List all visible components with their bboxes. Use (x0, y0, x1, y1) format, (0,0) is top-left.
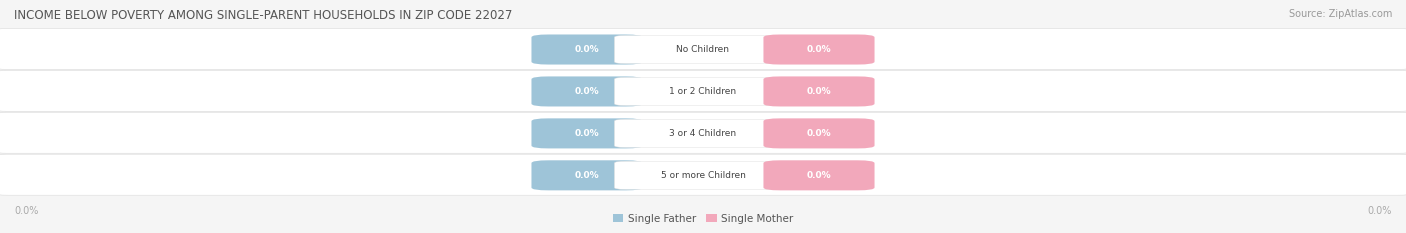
Text: 0.0%: 0.0% (807, 171, 831, 180)
FancyBboxPatch shape (531, 118, 643, 148)
Text: 3 or 4 Children: 3 or 4 Children (669, 129, 737, 138)
Legend: Single Father, Single Mother: Single Father, Single Mother (609, 209, 797, 228)
FancyBboxPatch shape (614, 119, 792, 147)
Text: 1 or 2 Children: 1 or 2 Children (669, 87, 737, 96)
Text: 0.0%: 0.0% (807, 87, 831, 96)
Text: 0.0%: 0.0% (807, 45, 831, 54)
FancyBboxPatch shape (0, 154, 1406, 195)
Text: 5 or more Children: 5 or more Children (661, 171, 745, 180)
FancyBboxPatch shape (614, 161, 792, 189)
Text: 0.0%: 0.0% (575, 129, 599, 138)
FancyBboxPatch shape (614, 77, 792, 106)
FancyBboxPatch shape (614, 35, 792, 64)
FancyBboxPatch shape (0, 28, 1406, 69)
FancyBboxPatch shape (0, 70, 1406, 111)
Text: 0.0%: 0.0% (1368, 206, 1392, 216)
FancyBboxPatch shape (531, 34, 643, 65)
Text: INCOME BELOW POVERTY AMONG SINGLE-PARENT HOUSEHOLDS IN ZIP CODE 22027: INCOME BELOW POVERTY AMONG SINGLE-PARENT… (14, 9, 512, 22)
FancyBboxPatch shape (763, 76, 875, 106)
FancyBboxPatch shape (531, 76, 643, 106)
Text: 0.0%: 0.0% (575, 171, 599, 180)
Text: 0.0%: 0.0% (14, 206, 38, 216)
FancyBboxPatch shape (531, 160, 643, 190)
FancyBboxPatch shape (0, 112, 1406, 153)
Text: 0.0%: 0.0% (807, 129, 831, 138)
Text: No Children: No Children (676, 45, 730, 54)
Text: 0.0%: 0.0% (575, 87, 599, 96)
FancyBboxPatch shape (763, 160, 875, 190)
FancyBboxPatch shape (763, 34, 875, 65)
FancyBboxPatch shape (763, 118, 875, 148)
Text: 0.0%: 0.0% (575, 45, 599, 54)
Text: Source: ZipAtlas.com: Source: ZipAtlas.com (1288, 9, 1392, 19)
